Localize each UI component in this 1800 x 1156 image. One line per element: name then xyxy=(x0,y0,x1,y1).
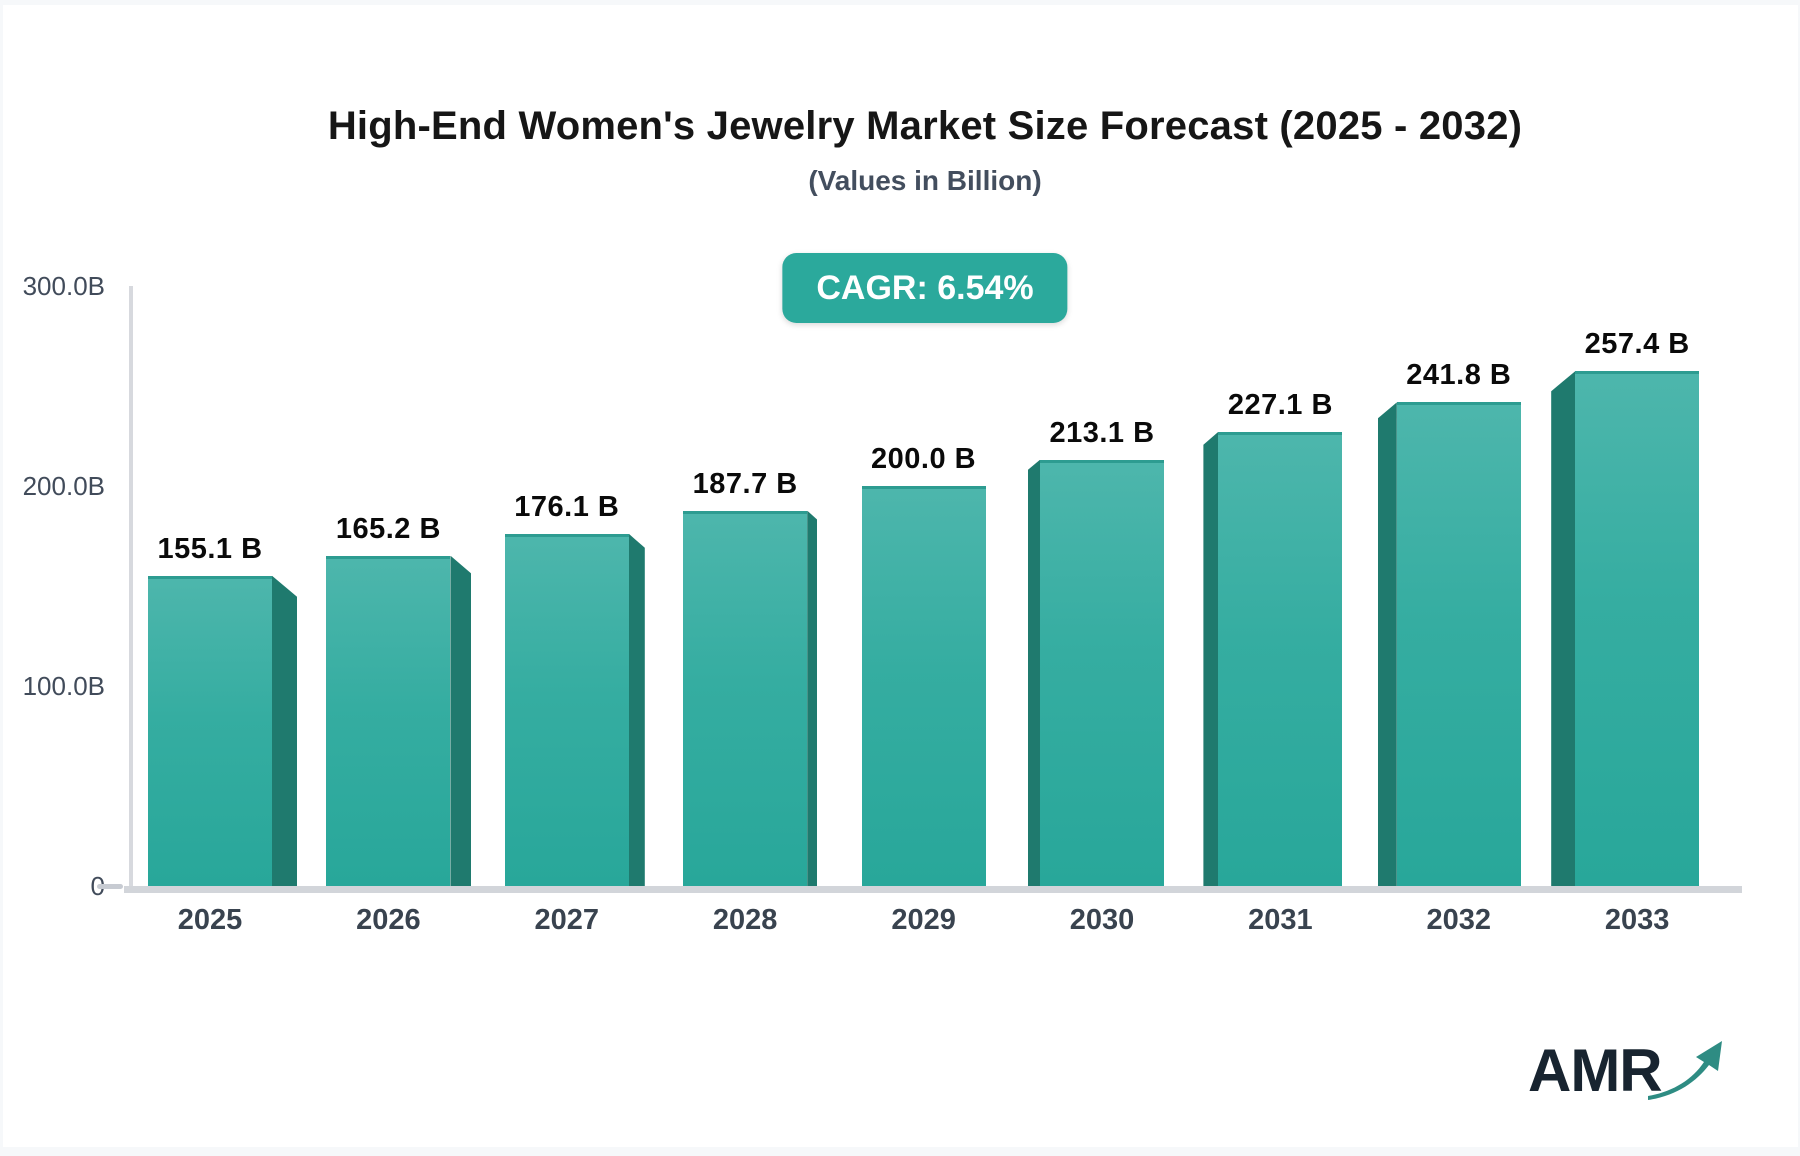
x-axis-label: 2027 xyxy=(534,904,600,936)
bar-side xyxy=(1377,402,1397,886)
bar-side xyxy=(272,575,297,886)
y-axis-label: 200.0B xyxy=(22,471,105,501)
bar-2027 xyxy=(504,533,629,886)
chart-title: High-End Women's Jewelry Market Size For… xyxy=(327,104,1523,148)
zero-tick-mark xyxy=(97,884,123,889)
bar-value-label: 213.1 B xyxy=(1049,416,1155,449)
bar-value-label: 155.1 B xyxy=(157,532,263,565)
growth-arrow-icon xyxy=(1648,1041,1722,1100)
bar-value-label: 165.2 B xyxy=(335,512,441,545)
bar-side xyxy=(1028,459,1040,886)
x-axis-label: 2033 xyxy=(1604,904,1670,936)
x-axis-label: 2030 xyxy=(1069,904,1135,936)
x-axis-baseline xyxy=(124,886,1742,893)
amr-logo-text: AMR xyxy=(1528,1037,1663,1104)
bar-2030 xyxy=(1040,459,1164,886)
bar-2028 xyxy=(683,510,808,886)
bar-value-label: 176.1 B xyxy=(514,490,620,523)
y-axis-label: 100.0B xyxy=(22,671,105,701)
bar-value-label: 227.1 B xyxy=(1227,388,1333,421)
x-axis-label: 2025 xyxy=(177,904,243,936)
bar-2029 xyxy=(861,486,986,886)
bar-value-label: 200.0 B xyxy=(871,443,977,475)
bar-value-label: 257.4 B xyxy=(1584,328,1690,361)
y-axis-label: 300.0B xyxy=(22,271,105,301)
bar-side xyxy=(450,555,472,886)
y-axis-line xyxy=(129,286,133,886)
x-axis-label: 2029 xyxy=(891,904,956,936)
bar-2031 xyxy=(1218,431,1343,886)
chart-subtitle: (Values in Billion) xyxy=(808,165,1042,196)
bar-2026 xyxy=(326,555,451,886)
x-axis-label: 2028 xyxy=(712,904,778,936)
bar-side xyxy=(807,510,818,886)
bar-side xyxy=(1551,371,1576,886)
bar-value-label: 241.8 B xyxy=(1406,359,1512,392)
x-axis-label: 2026 xyxy=(356,904,421,936)
y-axis-label: 0 xyxy=(0,870,105,902)
bar-side xyxy=(628,533,645,886)
bar-2033 xyxy=(1575,371,1700,886)
amr-logo: AMR xyxy=(1528,1030,1728,1120)
bar-value-label: 187.7 B xyxy=(692,467,798,500)
cagr-badge: CAGR: 6.54% xyxy=(782,253,1068,323)
x-axis-label: 2032 xyxy=(1426,904,1492,936)
x-axis-label: 2031 xyxy=(1248,904,1313,936)
bar-side xyxy=(1203,431,1219,886)
bar-2032 xyxy=(1396,402,1521,886)
bar-2025 xyxy=(148,575,272,886)
